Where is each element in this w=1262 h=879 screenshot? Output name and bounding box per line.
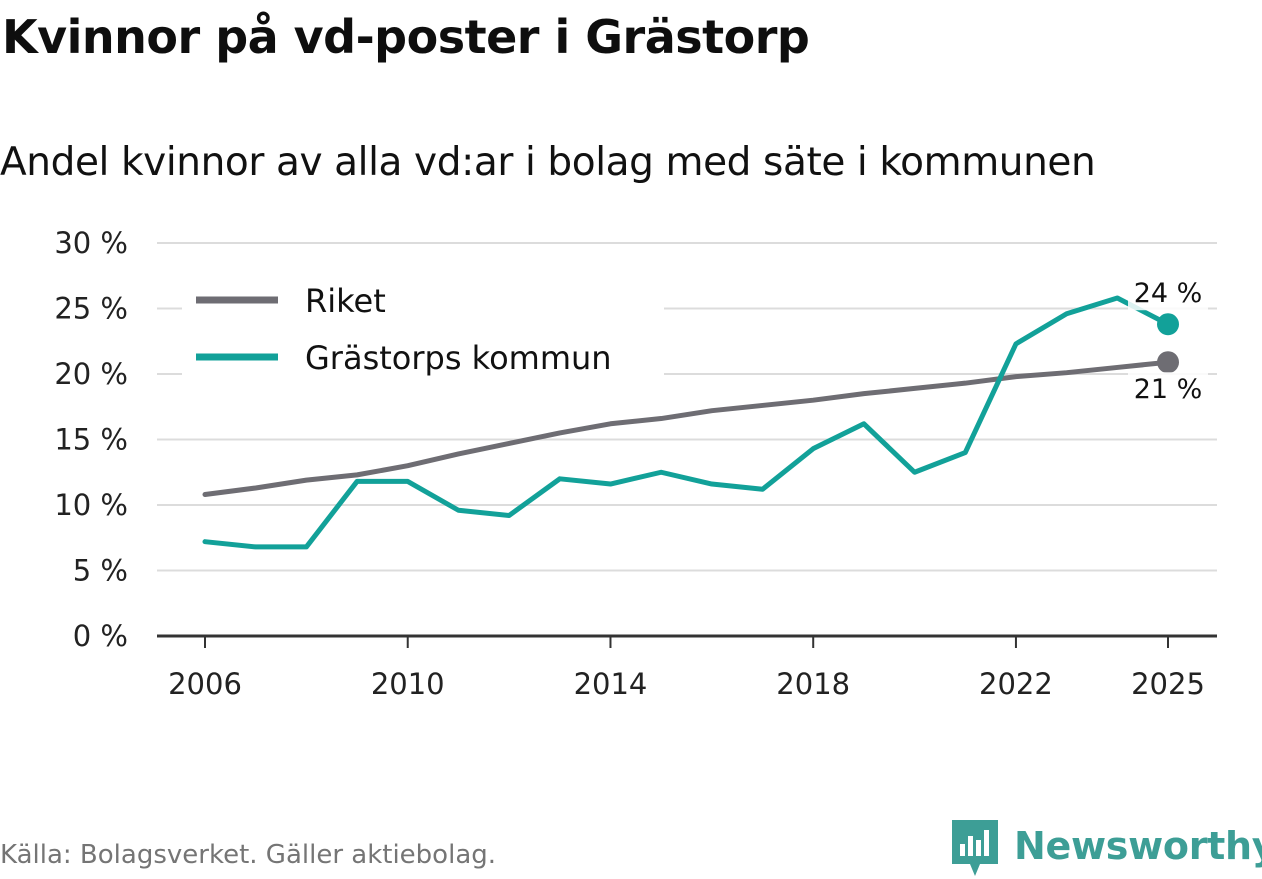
chart-subtitle: Andel kvinnor av alla vd:ar i bolag med …	[0, 140, 1096, 185]
end-label-0: 21 %	[1134, 374, 1203, 405]
data-point-1-2007	[253, 544, 258, 549]
y-tick-label-10: 10 %	[54, 488, 128, 522]
data-point-1-2011	[456, 508, 461, 513]
data-point-0-2014	[608, 421, 613, 426]
data-point-0-2019	[861, 391, 866, 396]
legend-label-0: Riket	[305, 282, 386, 320]
data-point-1-2013	[557, 476, 562, 481]
x-tick-label-2010: 2010	[371, 667, 445, 701]
data-point-1-2017	[760, 487, 765, 492]
data-point-0-2007	[253, 485, 258, 490]
y-tick-label-0: 0 %	[73, 619, 128, 653]
x-tick-label-2025: 2025	[1131, 667, 1205, 701]
newsworthy-logo-icon	[952, 820, 998, 876]
end-marker-0	[1157, 351, 1179, 374]
y-tick-label-30: 30 %	[54, 226, 128, 260]
data-point-1-2010	[405, 479, 410, 484]
data-point-0-2008	[304, 478, 309, 483]
brand-logo: Newsworthy	[950, 818, 1262, 878]
data-point-1-2008	[304, 544, 309, 549]
y-tick-label-5: 5 %	[73, 554, 128, 588]
x-tick-label-2022: 2022	[979, 667, 1053, 701]
data-point-1-2019	[861, 421, 866, 426]
data-point-1-2024	[1115, 296, 1120, 301]
data-point-0-2017	[760, 403, 765, 408]
x-tick-label-2006: 2006	[168, 667, 242, 701]
y-tick-label-20: 20 %	[54, 357, 128, 391]
data-point-1-2016	[709, 482, 714, 487]
data-point-0-2011	[456, 451, 461, 456]
series-line-1	[202, 295, 1171, 550]
source-note: Källa: Bolagsverket. Gäller aktiebolag.	[0, 840, 497, 870]
y-tick-label-25: 25 %	[54, 292, 128, 326]
data-point-1-2015	[659, 470, 664, 475]
chart-title: Kvinnor på vd-poster i Grästorp	[2, 10, 810, 64]
end-label-1: 24 %	[1134, 278, 1203, 309]
brand-name: Newsworthy	[1014, 824, 1262, 868]
data-point-0-2012	[507, 441, 512, 446]
data-point-1-2023	[1064, 311, 1069, 316]
data-point-0-2022	[1013, 374, 1018, 379]
data-point-1-2020	[912, 470, 917, 475]
data-point-1-2006	[203, 539, 208, 544]
data-point-0-2009	[355, 472, 360, 477]
end-label-bg-1	[1128, 276, 1208, 311]
data-point-1-2022	[1013, 341, 1018, 346]
data-point-0-2010	[405, 463, 410, 468]
data-point-0-2016	[709, 408, 714, 413]
data-point-0-2018	[811, 398, 816, 403]
y-tick-label-15: 15 %	[54, 423, 128, 457]
data-point-0-2024	[1115, 365, 1120, 370]
data-point-0-2006	[203, 492, 208, 497]
data-point-1-2009	[355, 479, 360, 484]
end-marker-1	[1157, 313, 1179, 336]
end-label-bg-0	[1128, 372, 1208, 407]
data-point-1-2014	[608, 482, 613, 487]
data-point-0-2023	[1064, 370, 1069, 375]
data-point-0-2013	[557, 430, 562, 435]
data-point-0-2015	[659, 416, 664, 421]
series-line-0	[202, 359, 1171, 498]
data-point-1-2012	[507, 513, 512, 518]
x-tick-label-2014: 2014	[574, 667, 648, 701]
data-point-1-2021	[963, 450, 968, 455]
data-point-0-2020	[912, 386, 917, 391]
data-point-1-2018	[811, 446, 816, 451]
legend-background	[182, 268, 664, 380]
x-tick-label-2018: 2018	[776, 667, 850, 701]
data-point-0-2021	[963, 381, 968, 386]
legend-label-1: Grästorps kommun	[305, 339, 612, 377]
